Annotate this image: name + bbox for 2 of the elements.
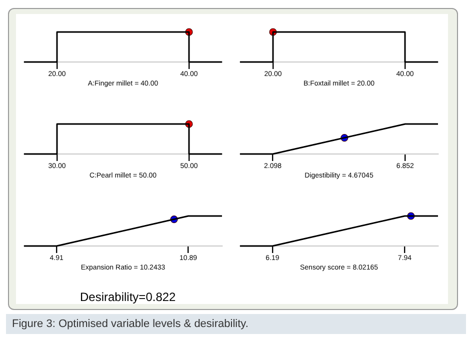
- caption: Figure 3: Optimised variable levels & desirability.: [6, 314, 466, 334]
- text: Desirability=0.822: [80, 290, 176, 304]
